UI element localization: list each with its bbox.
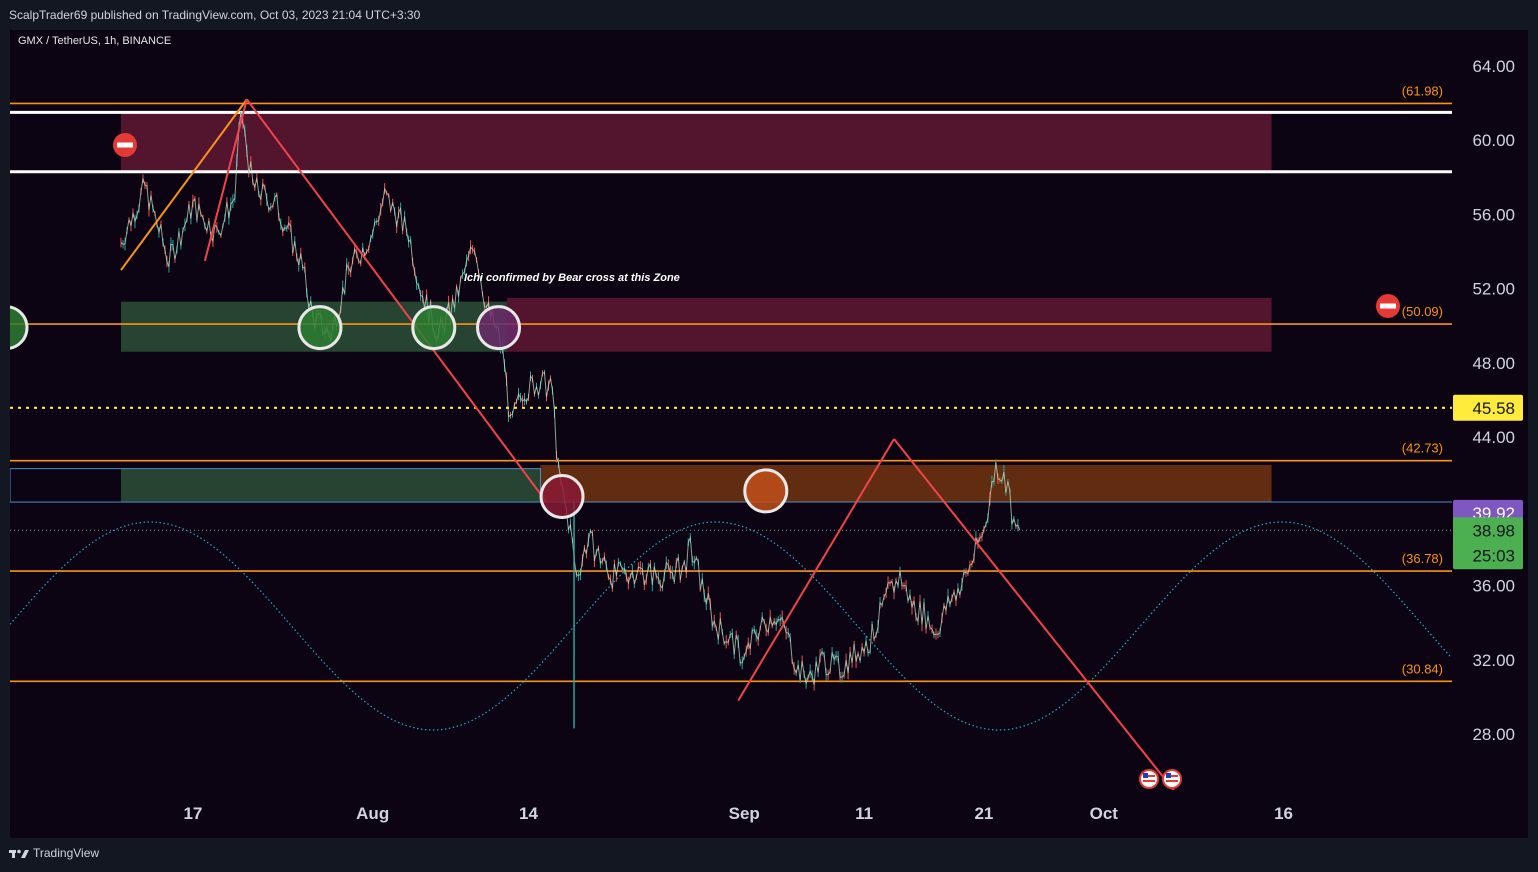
footer-bar bbox=[0, 838, 1538, 872]
price-tag-label: 38.98 bbox=[1472, 521, 1515, 540]
header-bar bbox=[0, 0, 1538, 30]
signal-marker bbox=[476, 305, 522, 351]
signal-marker bbox=[297, 305, 343, 351]
y-tick-label: 44.00 bbox=[1472, 428, 1515, 447]
y-tick-label: 36.00 bbox=[1472, 577, 1515, 596]
us-flag-icon bbox=[1162, 769, 1182, 789]
zone-red-top bbox=[121, 112, 1272, 172]
trend-line-red-rise bbox=[203, 99, 248, 262]
trend-line-red-v-up bbox=[737, 438, 895, 702]
x-tick-label: 17 bbox=[183, 804, 202, 823]
tradingview-logo[interactable]: TradingView bbox=[9, 846, 99, 860]
level-label-top: (61.98) bbox=[1402, 83, 1443, 98]
y-tick-label: 52.00 bbox=[1472, 280, 1515, 299]
cycle-wave bbox=[10, 521, 1451, 731]
no-entry-bar bbox=[1380, 303, 1396, 309]
flag-stripe bbox=[1143, 780, 1155, 782]
signal-marker bbox=[539, 473, 585, 519]
y-tick-label: 64.00 bbox=[1472, 57, 1515, 76]
zone-border-green-lower bbox=[10, 468, 541, 503]
trend-line-orange-rise bbox=[120, 98, 248, 271]
y-tick-label: 60.00 bbox=[1472, 131, 1515, 150]
x-tick-label: 11 bbox=[855, 804, 873, 823]
trend-line-red-fall bbox=[246, 98, 548, 503]
flag-canton bbox=[1166, 773, 1171, 778]
x-tick-label: Sep bbox=[729, 804, 760, 823]
flag-circle bbox=[1139, 769, 1159, 789]
y-tick-label: 48.00 bbox=[1472, 354, 1515, 373]
no-entry-icon bbox=[1376, 294, 1400, 318]
publisher-info: ScalpTrader69 published on TradingView.c… bbox=[9, 8, 421, 22]
flag-stripe bbox=[1166, 775, 1178, 777]
y-tick-label: 32.00 bbox=[1472, 651, 1515, 670]
flag-canton bbox=[1143, 773, 1148, 778]
signal-marker bbox=[10, 305, 29, 350]
price-tag-bg bbox=[1453, 517, 1523, 570]
y-tick-label: 28.00 bbox=[1472, 725, 1515, 744]
price-tag-bg bbox=[1453, 394, 1523, 421]
x-tick-label: 21 bbox=[974, 804, 993, 823]
x-tick-label: 16 bbox=[1274, 804, 1293, 823]
flag-circle bbox=[1162, 769, 1182, 789]
x-tick-label: 14 bbox=[519, 804, 538, 823]
tradingview-brand: TradingView bbox=[33, 846, 100, 860]
level-label-mid: (50.09) bbox=[1402, 304, 1443, 319]
x-tick-label: Aug bbox=[356, 804, 389, 823]
signal-marker bbox=[743, 468, 789, 514]
zone-green-lower bbox=[121, 468, 541, 503]
level-label-upper: (42.73) bbox=[1402, 441, 1443, 456]
price-line bbox=[120, 113, 1021, 686]
x-tick-label: Oct bbox=[1090, 804, 1119, 823]
flag-stripe bbox=[1143, 775, 1155, 777]
price-tag-label: 45.58 bbox=[1472, 399, 1515, 418]
price-tag-countdown: 25:03 bbox=[1472, 546, 1515, 565]
y-tick-label: 56.00 bbox=[1472, 205, 1515, 224]
level-label-bottom: (30.84) bbox=[1402, 661, 1443, 676]
zone-brown bbox=[540, 464, 1272, 503]
us-flag-icon bbox=[1139, 769, 1159, 789]
level-label-lower: (36.78) bbox=[1402, 551, 1443, 566]
no-entry-icon bbox=[113, 133, 137, 157]
symbol-label: GMX / TetherUS, 1h, BINANCE bbox=[18, 35, 172, 47]
tradingview-logo-icon bbox=[9, 849, 29, 858]
signal-marker bbox=[411, 305, 457, 351]
zone-annotation: Ichi confirmed by Bear cross at this Zon… bbox=[464, 272, 680, 284]
flag-stripe bbox=[1166, 780, 1178, 782]
no-entry-bar bbox=[117, 142, 133, 148]
